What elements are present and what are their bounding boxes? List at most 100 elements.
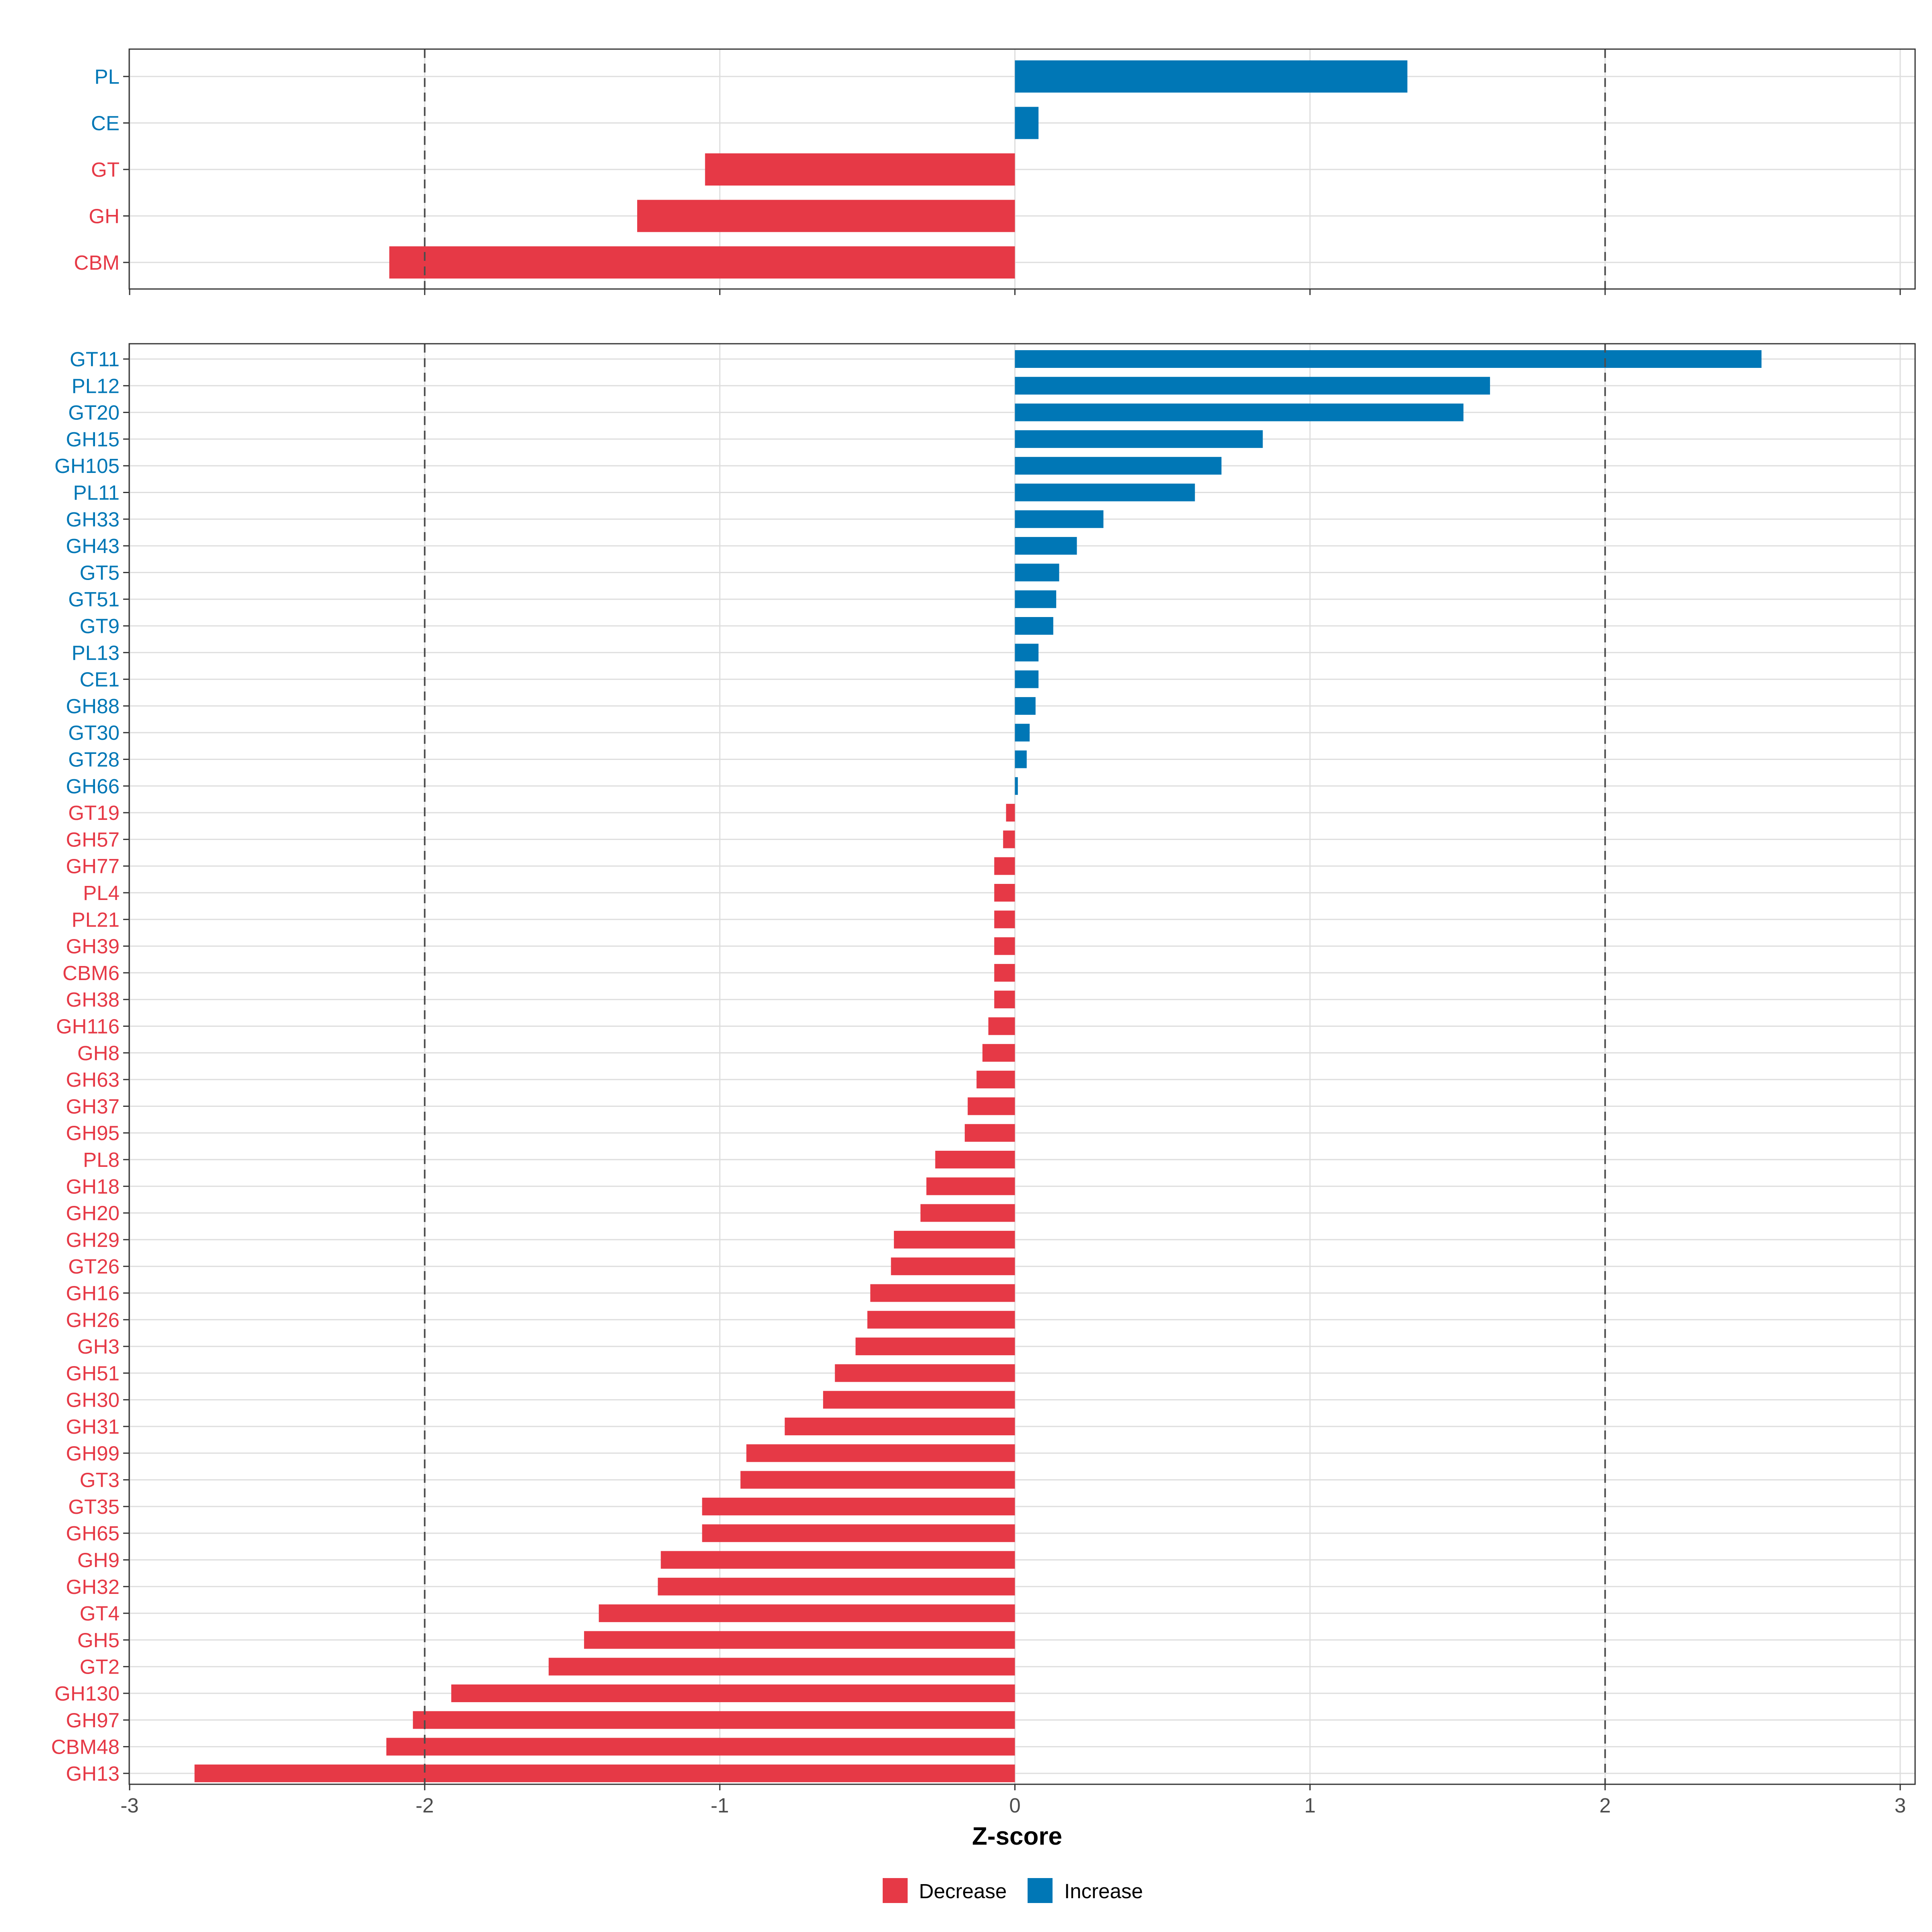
bar-pl13 — [1015, 644, 1039, 662]
x-tick-label: -2 — [415, 1794, 433, 1817]
y-label-pl: PL — [95, 65, 120, 88]
bar-gt20 — [1015, 403, 1463, 421]
bar-gh63 — [976, 1071, 1015, 1089]
y-label-gh99: GH99 — [66, 1442, 120, 1465]
bar-gh26 — [867, 1311, 1015, 1329]
y-label-pl21: PL21 — [72, 908, 120, 931]
y-label-gh51: GH51 — [66, 1362, 120, 1385]
bar-gt9 — [1015, 617, 1053, 635]
y-label-gt4: GT4 — [80, 1602, 120, 1625]
y-label-gh9: GH9 — [77, 1549, 120, 1572]
y-label-pl4: PL4 — [83, 881, 120, 904]
bar-gh130 — [451, 1684, 1015, 1702]
bar-cbm6 — [994, 964, 1015, 982]
y-label-gh8: GH8 — [77, 1042, 120, 1065]
y-label-gh29: GH29 — [66, 1228, 120, 1251]
y-label-gh16: GH16 — [66, 1282, 120, 1305]
bar-gh30 — [823, 1391, 1015, 1409]
bar-gh32 — [658, 1577, 1015, 1596]
y-label-cbm: CBM — [74, 251, 120, 274]
bar-gh105 — [1015, 457, 1222, 475]
bar-gt30 — [1015, 724, 1030, 742]
bar-gh37 — [968, 1097, 1015, 1115]
y-label-gh77: GH77 — [66, 855, 120, 878]
bar-gt51 — [1015, 590, 1057, 608]
y-label-gt20: GT20 — [68, 401, 120, 424]
y-label-gh31: GH31 — [66, 1415, 120, 1438]
bar-gh — [637, 200, 1015, 232]
x-tick-label: -1 — [711, 1794, 729, 1817]
y-label-pl8: PL8 — [83, 1148, 120, 1171]
y-label-gh97: GH97 — [66, 1709, 120, 1732]
bar-pl4 — [994, 884, 1015, 902]
x-tick-label: 0 — [1009, 1794, 1020, 1817]
y-label-gt51: GT51 — [68, 588, 120, 611]
bar-gh88 — [1015, 697, 1036, 715]
class-panel-bars — [389, 60, 1408, 279]
bar-gh15 — [1015, 430, 1263, 448]
y-label-gh130: GH130 — [54, 1682, 120, 1705]
y-label-gh39: GH39 — [66, 935, 120, 958]
bar-gh77 — [994, 857, 1015, 875]
bar-pl12 — [1015, 377, 1490, 395]
x-tick-label: 2 — [1600, 1794, 1611, 1817]
y-label-gt19: GT19 — [68, 801, 120, 824]
bar-gt2 — [549, 1657, 1015, 1676]
bar-gh65 — [702, 1524, 1015, 1542]
bar-gh57 — [1003, 830, 1015, 848]
y-label-gh88: GH88 — [66, 695, 120, 718]
bar-gt35 — [702, 1497, 1015, 1515]
y-label-gt2: GT2 — [80, 1655, 120, 1678]
y-label-gt5: GT5 — [80, 561, 120, 584]
y-label-gh32: GH32 — [66, 1575, 120, 1598]
class-panel-x-ticks — [129, 289, 1901, 295]
y-label-gh38: GH38 — [66, 988, 120, 1011]
bar-gh97 — [413, 1711, 1015, 1729]
y-label-gt: GT — [91, 158, 120, 181]
y-label-pl13: PL13 — [72, 641, 120, 664]
bar-gh39 — [994, 937, 1015, 955]
bar-gt28 — [1015, 750, 1027, 768]
y-label-gh26: GH26 — [66, 1309, 120, 1331]
y-label-gh66: GH66 — [66, 775, 120, 798]
bar-gh8 — [982, 1044, 1015, 1062]
y-label-pl12: PL12 — [72, 374, 120, 397]
family-panel-border — [128, 343, 1916, 1785]
y-label-gh105: GH105 — [54, 454, 120, 477]
legend-swatch-decrease — [883, 1878, 908, 1903]
bar-gh3 — [855, 1338, 1015, 1356]
y-label-pl11: PL11 — [73, 481, 120, 504]
y-label-gh15: GH15 — [66, 428, 120, 451]
bar-gh99 — [746, 1444, 1015, 1462]
y-label-gh43: GH43 — [66, 535, 120, 557]
bar-gh33 — [1015, 510, 1104, 528]
y-label-cbm6: CBM6 — [62, 962, 120, 985]
legend-label-decrease: Decrease — [919, 1880, 1007, 1903]
y-label-gt35: GT35 — [68, 1495, 120, 1518]
class-panel-y-labels: PL CE GT GH CBM — [74, 65, 129, 274]
legend: Decrease Increase — [883, 1878, 1143, 1903]
y-label-gt3: GT3 — [80, 1469, 120, 1492]
y-label-gh33: GH33 — [66, 508, 120, 531]
y-label-gh95: GH95 — [66, 1122, 120, 1145]
legend-swatch-increase — [1028, 1878, 1053, 1903]
y-label-gh20: GH20 — [66, 1202, 120, 1225]
bar-gt5 — [1015, 564, 1059, 582]
bar-gh66 — [1015, 777, 1018, 795]
bar-gh5 — [584, 1631, 1015, 1649]
y-label-gh65: GH65 — [66, 1522, 120, 1545]
legend-label-increase: Increase — [1064, 1880, 1143, 1903]
y-label-gh18: GH18 — [66, 1175, 120, 1198]
bar-pl8 — [935, 1151, 1015, 1168]
bar-gh29 — [894, 1230, 1015, 1249]
y-label-gh57: GH57 — [66, 828, 120, 851]
y-label-cbm48: CBM48 — [51, 1736, 120, 1759]
bar-pl21 — [994, 910, 1015, 929]
y-label-gh5: GH5 — [77, 1629, 120, 1651]
y-label-gh37: GH37 — [66, 1095, 120, 1118]
y-label-gh13: GH13 — [66, 1762, 120, 1785]
y-label-gh3: GH3 — [77, 1335, 120, 1358]
bar-gh38 — [994, 991, 1015, 1009]
bar-gt4 — [599, 1604, 1015, 1622]
class-panel-reference-lines — [424, 49, 1606, 289]
